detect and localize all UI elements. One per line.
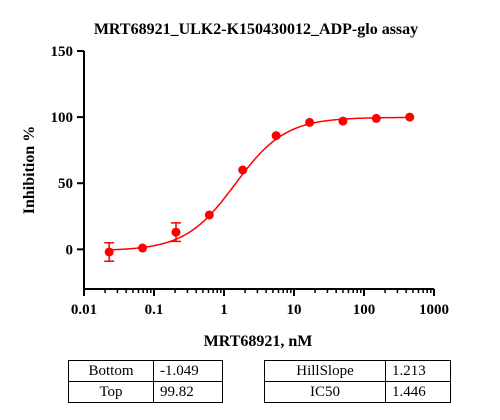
chart-title: MRT68921_ULK2-K150430012_ADP-glo assay (94, 21, 418, 38)
table-row: Top 99.82 (68, 381, 223, 403)
y-axis-label: Inhibition % (21, 126, 38, 214)
data-point (305, 117, 315, 127)
x-tick-label: 10 (287, 302, 302, 318)
x-tick-label: 1000 (419, 302, 449, 318)
data-point (271, 131, 281, 141)
y-tick-label: 100 (51, 110, 74, 126)
fit-curve (109, 116, 410, 251)
param-value-bottom: -1.049 (153, 360, 223, 382)
fit-params-table-right: HillSlope 1.213 IC50 1.446 (264, 360, 451, 403)
table-row: HillSlope 1.213 (264, 360, 451, 382)
param-name-hillslope: HillSlope (264, 360, 386, 382)
dose-response-chart: MRT68921_ULK2-K150430012_ADP-glo assay 0… (21, 21, 450, 350)
data-points-layer (104, 112, 415, 262)
table-row: IC50 1.446 (264, 381, 451, 403)
param-value-hillslope: 1.213 (385, 360, 451, 382)
x-tick-label: 100 (353, 302, 376, 318)
x-axis-label: MRT68921, nM (204, 333, 313, 350)
x-tick-label: 0.1 (145, 302, 164, 318)
data-point (238, 165, 248, 175)
y-tick-label: 150 (51, 44, 74, 60)
data-point (104, 247, 114, 257)
fit-params-table-left: Bottom -1.049 Top 99.82 (68, 360, 223, 403)
param-value-ic50: 1.446 (385, 381, 451, 403)
data-point (204, 210, 214, 220)
data-point (338, 116, 348, 126)
y-tick-label: 50 (58, 176, 73, 192)
data-point (371, 113, 381, 123)
data-point (138, 243, 148, 253)
data-point (405, 112, 415, 122)
x-tick-label: 1 (220, 302, 228, 318)
param-name-top: Top (68, 381, 154, 403)
param-value-top: 99.82 (153, 381, 223, 403)
param-name-bottom: Bottom (68, 360, 154, 382)
data-point (171, 227, 181, 237)
param-name-ic50: IC50 (264, 381, 386, 403)
fit-curve-layer (109, 116, 410, 251)
table-row: Bottom -1.049 (68, 360, 223, 382)
y-tick-label: 0 (66, 242, 74, 258)
axes: 0 50 100 150 0.01 0.1 1 10 100 1000 (51, 44, 450, 318)
x-tick-label: 0.01 (71, 302, 97, 318)
